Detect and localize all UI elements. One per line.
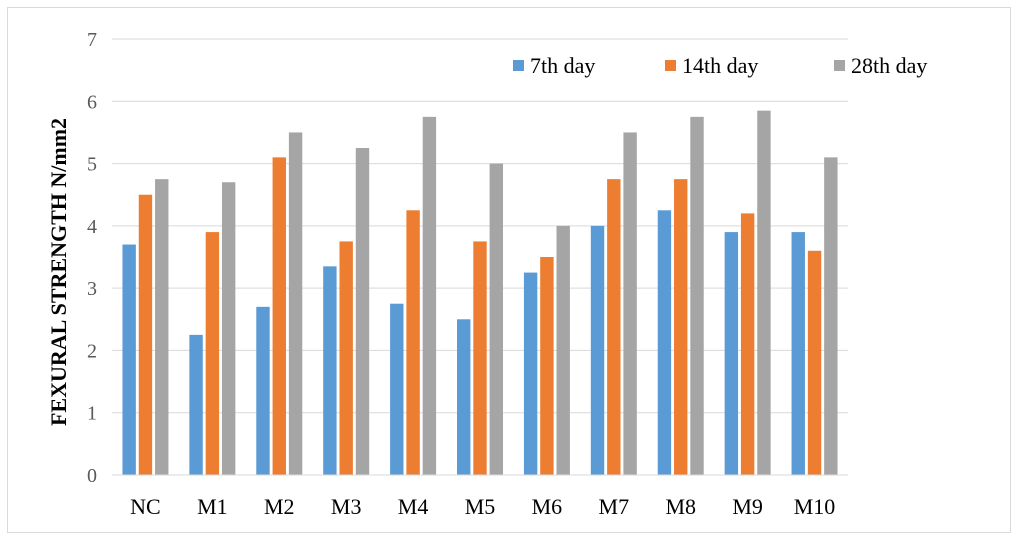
legend-label: 7th day — [530, 53, 595, 78]
bar-NC-28th-day — [155, 179, 169, 475]
x-category-label: M1 — [197, 494, 228, 519]
legend-label: 28th day — [851, 53, 927, 78]
bar-M7-14th-day — [607, 179, 621, 475]
bar-M3-14th-day — [339, 241, 353, 475]
bar-M2-28th-day — [288, 132, 303, 475]
y-tick-label: 7 — [87, 29, 97, 51]
legend-label: 14th day — [682, 53, 758, 78]
x-category-label: NC — [130, 494, 161, 519]
bar-M4-14th-day — [406, 210, 420, 476]
legend-swatch-7th-day — [513, 60, 524, 71]
bar-M5-14th-day — [473, 241, 487, 475]
bar-NC-14th-day — [138, 194, 153, 475]
chart-frame — [7, 7, 1011, 533]
y-tick-label: 1 — [87, 403, 97, 425]
y-tick-label: 6 — [87, 91, 97, 113]
bar-M6-7th-day — [523, 272, 538, 475]
legend-swatch-14th-day — [665, 60, 676, 71]
x-category-label: M6 — [532, 494, 563, 519]
x-category-label: M3 — [331, 494, 362, 519]
y-axis-label: FEXURAL STRENGTH N/mm2 — [46, 118, 71, 426]
legend-swatch-28th-day — [834, 60, 845, 71]
bar-M10-28th-day — [824, 157, 838, 476]
y-tick-label: 2 — [87, 340, 97, 362]
x-category-label: M7 — [599, 494, 630, 519]
bars — [122, 110, 838, 476]
bar-M3-28th-day — [355, 148, 370, 475]
bar-M4-28th-day — [422, 116, 437, 475]
x-axis-categories: NC M1 M2 M3 M4 M5 M6 M7 M8 M9 M10 — [130, 494, 835, 519]
bar-M2-14th-day — [272, 157, 286, 476]
x-category-label: M4 — [398, 494, 429, 519]
x-category-label: M8 — [665, 494, 696, 519]
bar-M6-14th-day — [540, 257, 554, 475]
y-tick-label: 5 — [87, 154, 97, 176]
x-category-label: M5 — [465, 494, 496, 519]
bar-M3-7th-day — [323, 266, 337, 475]
bar-M9-28th-day — [757, 110, 771, 475]
bar-M2-7th-day — [256, 306, 270, 475]
y-tick-label: 3 — [87, 278, 97, 300]
bar-M5-28th-day — [489, 163, 503, 476]
bar-M6-28th-day — [556, 225, 570, 475]
x-category-label: M2 — [264, 494, 295, 519]
bar-M4-7th-day — [390, 303, 404, 475]
legend: 7th day 14th day 28th day — [513, 53, 927, 78]
bar-M1-14th-day — [205, 232, 220, 475]
bar-M10-14th-day — [807, 250, 822, 475]
x-category-label: M10 — [794, 494, 836, 519]
bar-M1-28th-day — [221, 182, 236, 475]
bar-M10-7th-day — [791, 232, 805, 475]
bar-NC-7th-day — [122, 244, 136, 475]
bar-M8-28th-day — [690, 116, 704, 475]
x-category-label: M9 — [732, 494, 763, 519]
bar-M7-28th-day — [623, 132, 637, 475]
y-axis-ticks: 0 1 2 3 4 5 6 7 — [87, 29, 97, 487]
bar-M9-14th-day — [740, 213, 755, 475]
bar-M9-7th-day — [724, 232, 739, 475]
bar-M5-7th-day — [457, 319, 471, 475]
bar-M7-7th-day — [590, 225, 605, 475]
y-tick-label: 0 — [87, 465, 97, 487]
y-tick-label: 4 — [87, 216, 97, 238]
bar-M8-14th-day — [674, 179, 688, 475]
bar-M1-7th-day — [189, 334, 203, 475]
bar-M8-7th-day — [657, 210, 672, 476]
